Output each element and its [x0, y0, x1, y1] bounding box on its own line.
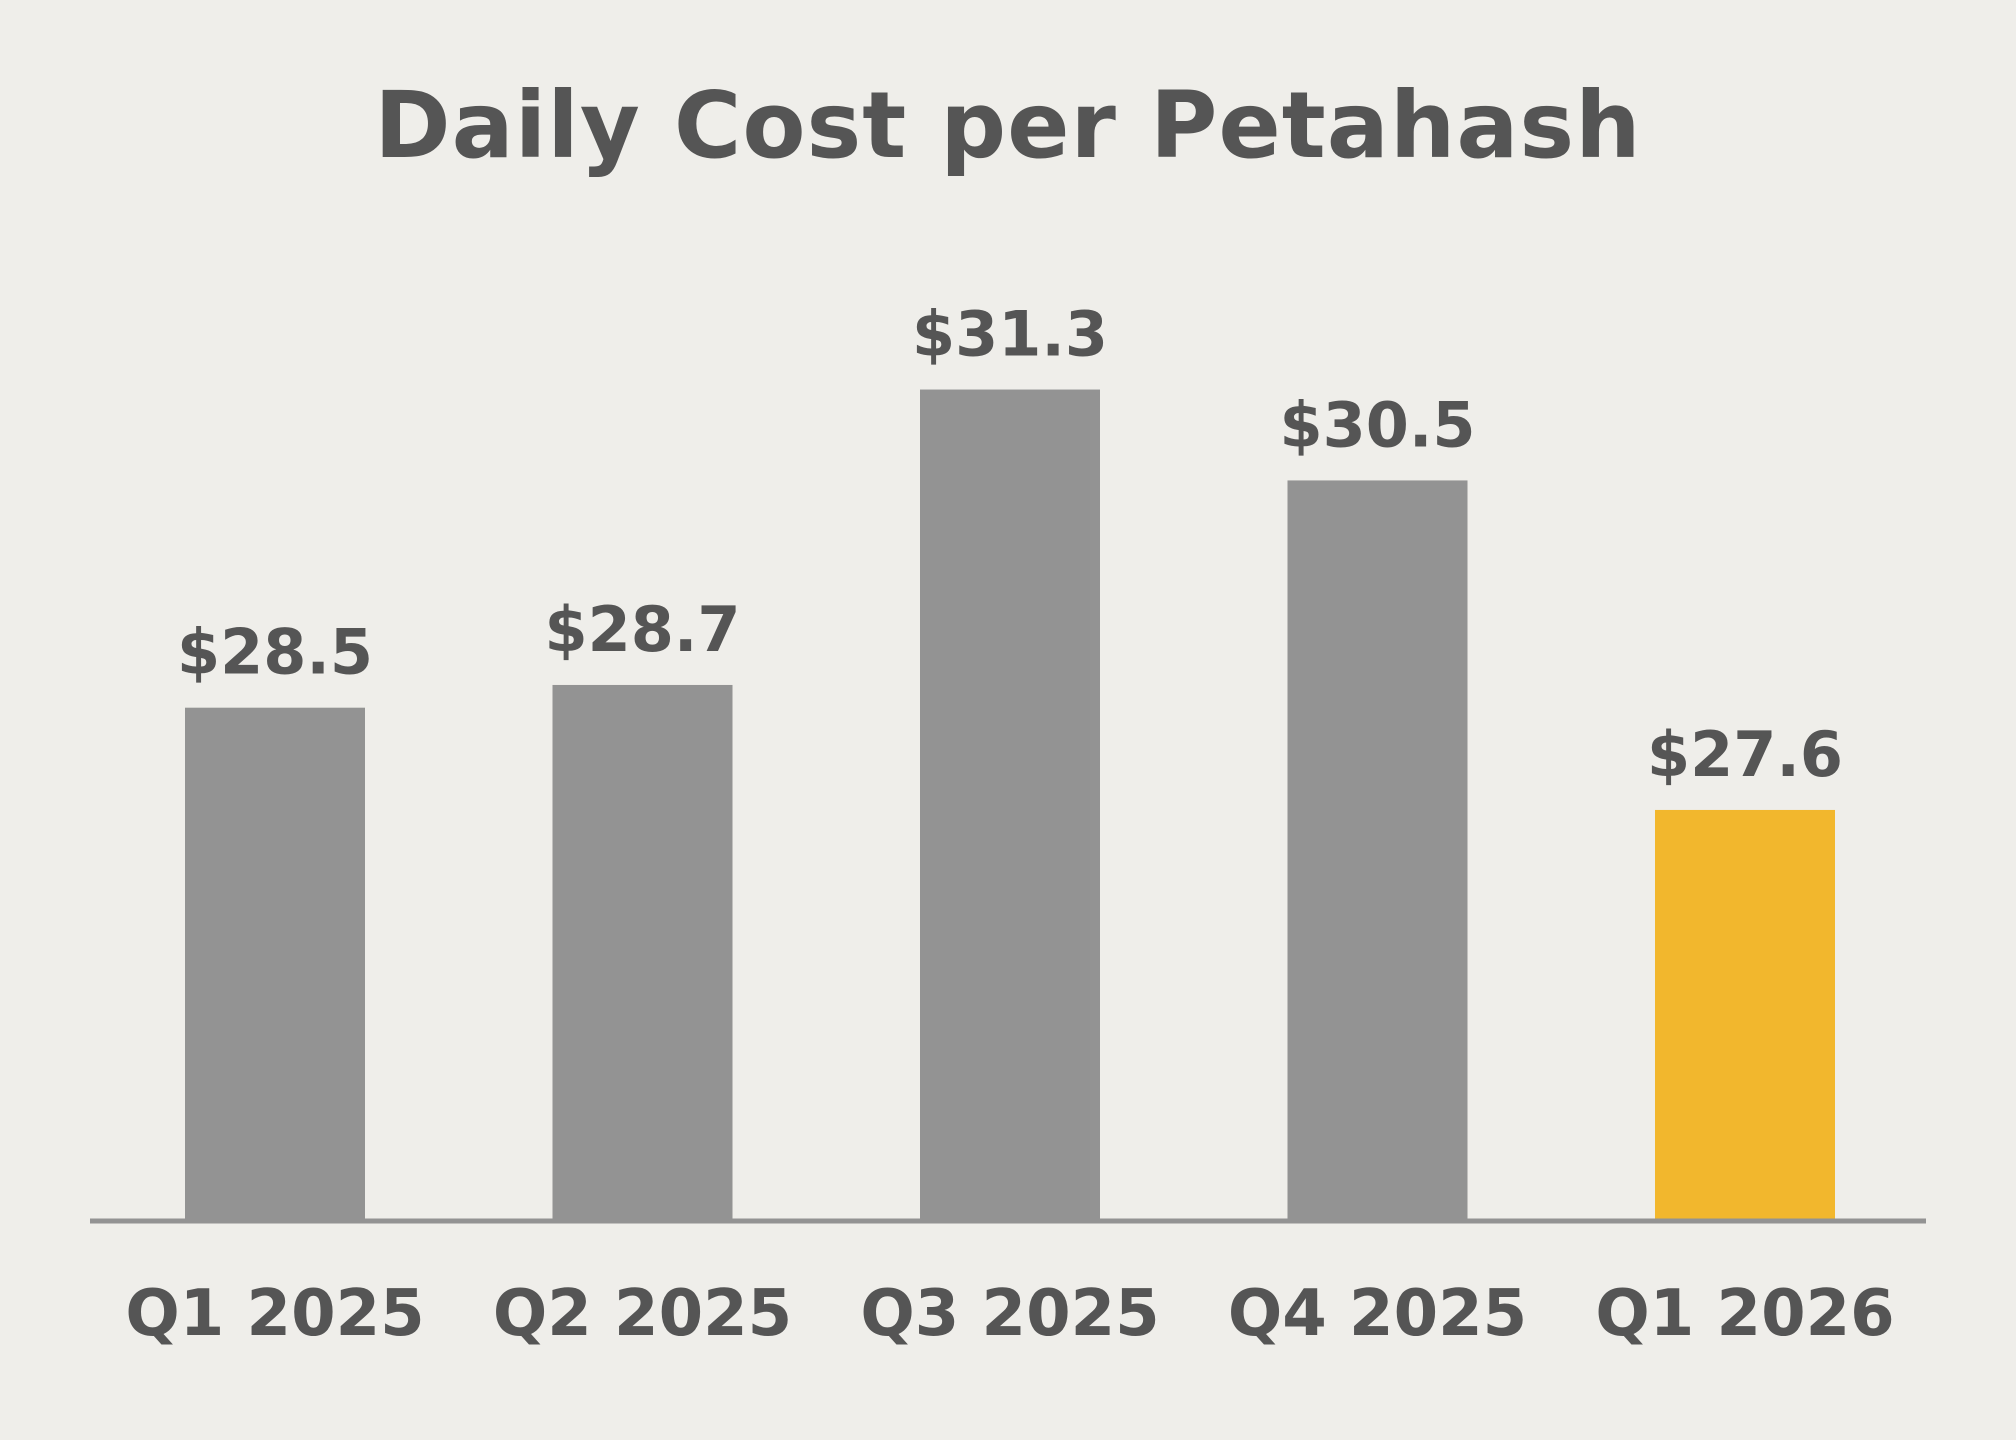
bar-q3-2025 — [920, 389, 1100, 1220]
chart-title: Daily Cost per Petahash — [374, 72, 1642, 179]
bar-q1-2025 — [185, 707, 365, 1219]
bar-q4-2025 — [1287, 480, 1468, 1219]
data-label-q1-2025: $28.5 — [177, 616, 373, 689]
x-tick-labels-group: Q1 2025 Q2 2025 Q3 2025 Q4 2025 Q1 2026 — [125, 1277, 1894, 1351]
x-tick-label-q1-2026: Q1 2026 — [1595, 1277, 1894, 1351]
data-label-q2-2025: $28.7 — [544, 593, 740, 666]
data-label-q3-2025: $31.3 — [912, 298, 1108, 371]
x-tick-label-q4-2025: Q4 2025 — [1228, 1277, 1527, 1351]
data-label-q4-2025: $30.5 — [1279, 388, 1475, 461]
x-tick-label-q3-2025: Q3 2025 — [860, 1277, 1159, 1351]
x-tick-label-q1-2025: Q1 2025 — [125, 1277, 424, 1351]
bars-group — [185, 389, 1835, 1220]
bar-q2-2025 — [552, 684, 733, 1219]
x-tick-label-q2-2025: Q2 2025 — [493, 1277, 792, 1351]
data-label-q1-2026: $27.6 — [1647, 718, 1843, 791]
data-labels-group: $28.5 $28.7 $31.3 $30.5 $27.6 — [177, 298, 1843, 791]
bar-q1-2026 — [1655, 809, 1835, 1219]
